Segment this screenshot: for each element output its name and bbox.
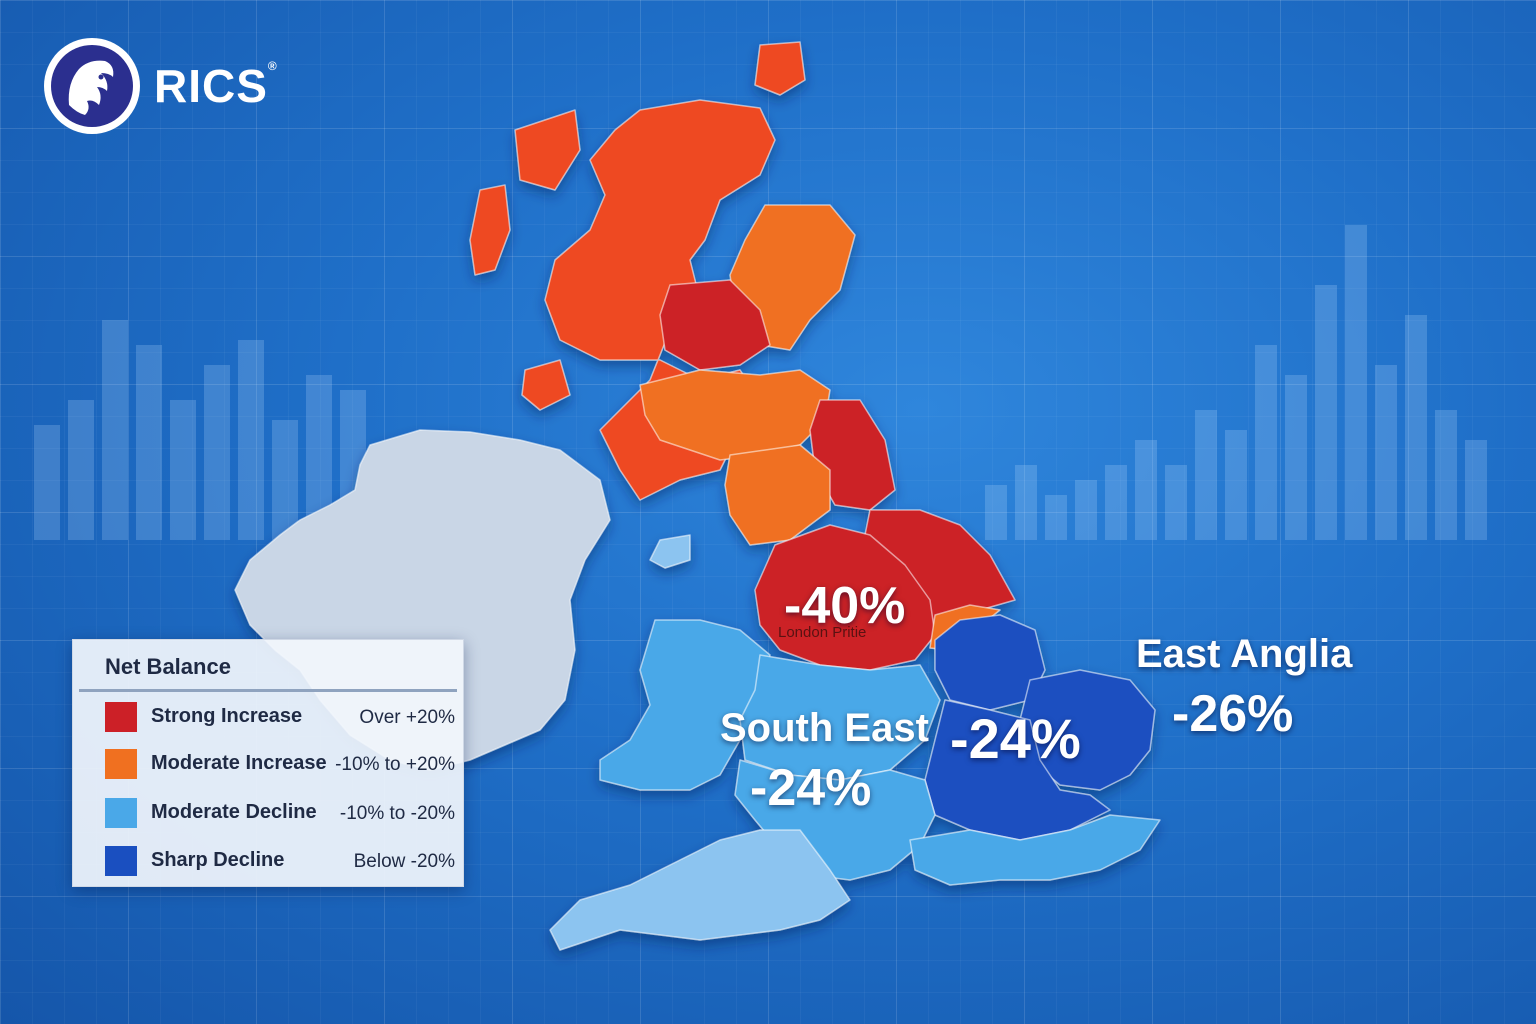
decorative-bar (1315, 285, 1337, 540)
east-anglia-name-label: East Anglia (1136, 632, 1353, 676)
legend-swatch (105, 798, 137, 828)
registered-mark: ® (267, 59, 278, 73)
decorative-bar (1195, 410, 1217, 540)
decorative-bar (1015, 465, 1037, 540)
decorative-bar (136, 345, 162, 540)
center-pct-label: -24% (950, 707, 1081, 770)
decorative-bar (1075, 480, 1097, 540)
decorative-bar (1225, 430, 1247, 540)
decorative-bar (1435, 410, 1457, 540)
legend-label: Moderate Increase (151, 752, 327, 774)
brand-name: RICS (154, 60, 268, 112)
brand-wordmark: RICS® (154, 59, 278, 113)
decorative-bar (272, 420, 298, 540)
legend-swatch (105, 749, 137, 779)
legend: Net Balance Strong Increase Over +20% Mo… (72, 639, 464, 887)
london-pct-label: -40% (784, 577, 906, 635)
decorative-bar (102, 320, 128, 540)
south-coast-region (909, 814, 1161, 886)
legend-label: Sharp Decline (151, 849, 285, 871)
decorative-bar (1105, 465, 1127, 540)
decorative-bar (1465, 440, 1487, 540)
south-east-pct-label: -24% (750, 759, 872, 817)
decorative-bar (1135, 440, 1157, 540)
london-pritie-region (754, 524, 936, 671)
orkney-islands (754, 41, 806, 96)
legend-swatch (105, 846, 137, 876)
decorative-bar (204, 365, 230, 540)
decorative-bar (1285, 375, 1307, 540)
rics-logo: RICS® (44, 38, 278, 134)
south-west-region (549, 829, 851, 951)
central-scotland-region (659, 279, 771, 371)
legend-item-moderate-decline: Moderate Decline -10% to -20% (105, 796, 455, 830)
legend-item-sharp-decline: Sharp Decline Below -20% (105, 844, 455, 878)
lion-head-icon (44, 38, 140, 134)
decorative-bar (68, 400, 94, 540)
legend-item-moderate-increase: Moderate Increase -10% to +20% (105, 747, 455, 781)
decorative-bar (1375, 365, 1397, 540)
decorative-bar (1255, 345, 1277, 540)
decorative-bar (34, 425, 60, 540)
legend-range: Below -20% (353, 851, 455, 872)
wales-region (599, 619, 771, 791)
decorative-bar (170, 400, 196, 540)
isle-of-man (649, 534, 691, 569)
hebrides-islands (469, 184, 511, 276)
south-east-name-label: South East (720, 706, 929, 750)
decorative-bar (1165, 465, 1187, 540)
decorative-bar (1405, 315, 1427, 540)
legend-item-strong-increase: Strong Increase Over +20% (105, 700, 455, 734)
legend-range: -10% to +20% (335, 754, 455, 775)
legend-range: -10% to -20% (339, 803, 455, 824)
decorative-bar (1345, 225, 1367, 540)
legend-label: Moderate Decline (151, 801, 317, 823)
legend-label: Strong Increase (151, 705, 303, 727)
decorative-bar (238, 340, 264, 540)
legend-title: Net Balance (105, 654, 231, 679)
legend-swatch (105, 702, 137, 732)
islay-island (521, 359, 571, 411)
skye-island (514, 109, 581, 191)
decorative-bar (1045, 495, 1067, 540)
east-anglia-pct-label: -26% (1172, 685, 1294, 743)
legend-range: Over +20% (359, 707, 455, 728)
legend-divider (79, 689, 457, 692)
decorative-bar (985, 485, 1007, 540)
london-caption-label: London Pritie (778, 624, 867, 641)
